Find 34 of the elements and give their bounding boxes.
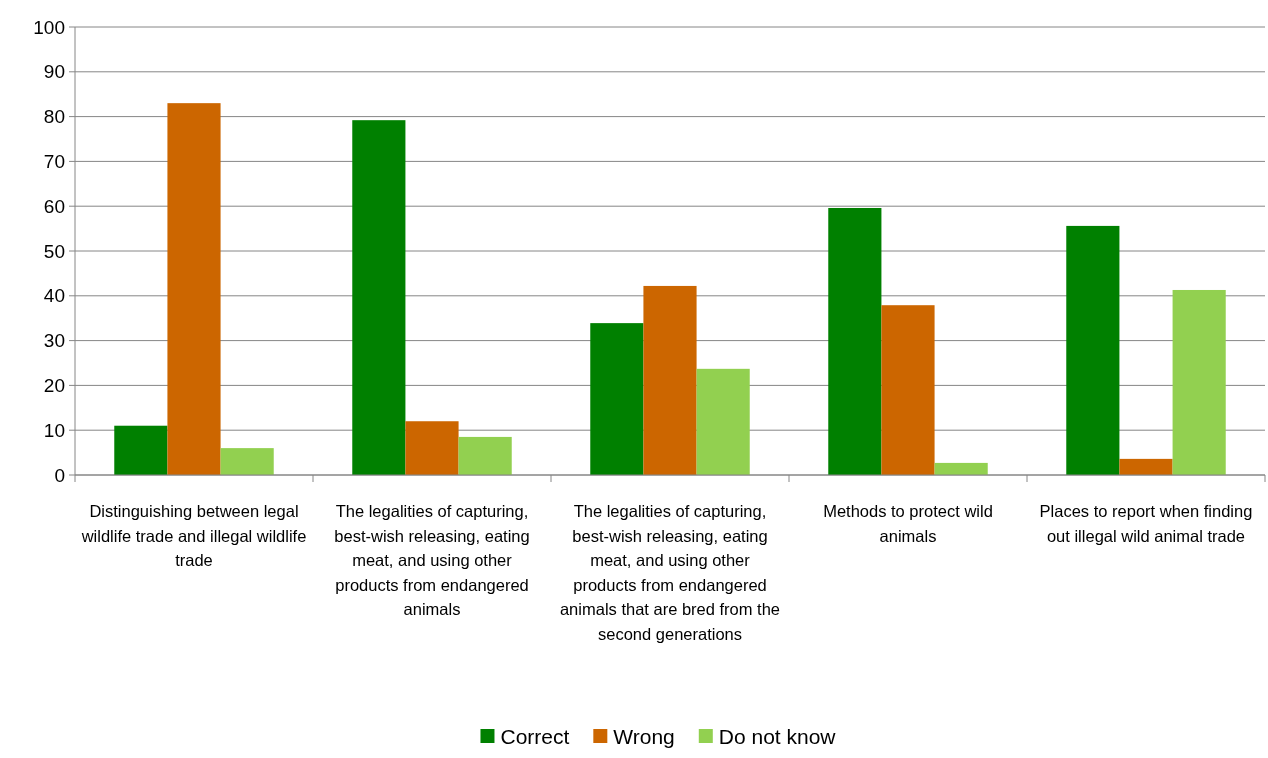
bar [458,436,512,475]
bar [114,425,168,475]
bar [881,305,935,475]
y-tick-label: 10 [43,419,65,441]
y-tick-label: 70 [43,151,65,173]
bar [352,120,406,475]
bar [696,368,750,475]
x-tick-label: The legalities of capturing, best-wish releasing, eating meat, and using other products from endangered animals [334,502,530,618]
bar [590,323,644,475]
x-tick-label: Distinguishing between legal wildlife trade and illegal wildlife trade [80,502,307,569]
bar [220,448,274,475]
y-tick-label: 100 [33,16,65,38]
legend-label: Correct [500,725,570,748]
y-tick-label: 30 [43,330,65,352]
x-tick-label: The legalities of capturing, best-wish releasing, eating meat, and using other products from endangered animals that are bred from the second generations [559,502,781,643]
y-tick-label: 50 [43,240,65,262]
legend-label: Do not know [718,725,837,748]
y-tick-label: 60 [43,195,65,217]
y-tick-label: 90 [43,61,65,83]
x-tick-label: Methods to protect wild animals [823,502,993,545]
y-tick-label: 40 [43,285,65,307]
bar [828,207,882,475]
bar [1066,225,1120,475]
y-tick-label: 80 [43,106,65,128]
y-tick-label: 0 [54,464,65,486]
bar [167,103,221,475]
legend-label: Wrong [613,725,675,748]
bar [643,285,697,475]
bar [405,421,459,475]
bar [934,462,988,475]
bar [1119,458,1173,475]
y-tick-label: 20 [43,375,65,397]
bar [1172,289,1226,475]
x-tick-label: Places to report when finding out illegal wild animal trade [1039,502,1253,545]
